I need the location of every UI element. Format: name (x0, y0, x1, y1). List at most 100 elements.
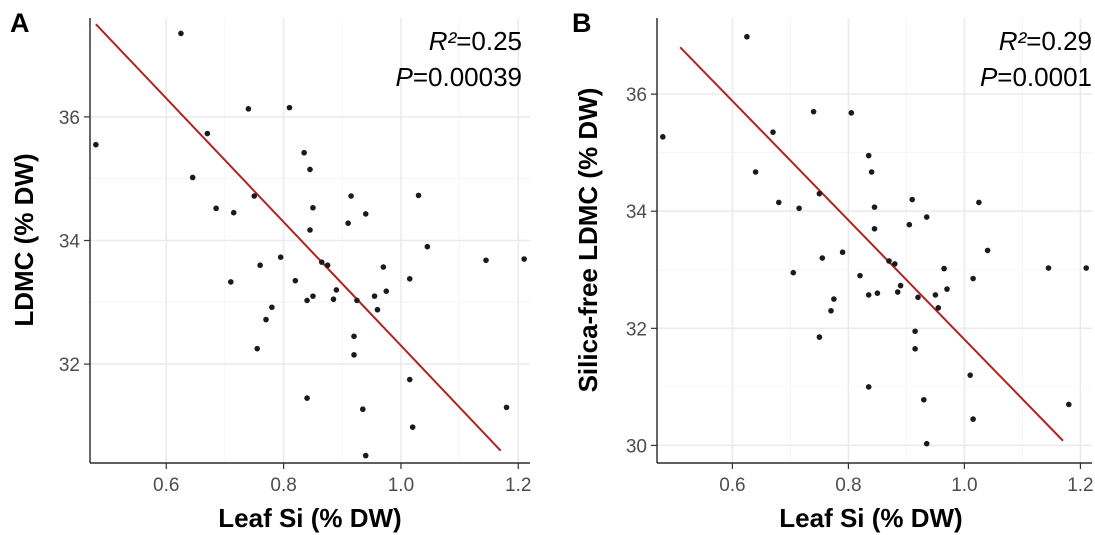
data-point (292, 277, 299, 284)
y-tick-label: 34 (626, 202, 648, 223)
x-tick-label: 1.2 (1067, 475, 1093, 496)
p-value-annotation-b: P=0.0001 (980, 62, 1092, 92)
data-point (865, 292, 872, 298)
data-point (1083, 265, 1089, 271)
data-point (816, 190, 823, 197)
x-tick-label: 0.8 (270, 475, 296, 496)
data-point (1066, 401, 1072, 408)
data-point (776, 199, 782, 206)
data-point (839, 249, 846, 256)
regression-line (95, 23, 502, 452)
data-point (351, 333, 357, 340)
data-point (333, 287, 340, 293)
data-point (1045, 265, 1052, 271)
data-point (406, 376, 413, 383)
data-point (935, 305, 942, 311)
data-point (354, 297, 360, 304)
r-squared-label-b: R² (999, 26, 1028, 56)
data-point (380, 264, 387, 270)
x-tick-label: 0.6 (153, 475, 179, 496)
data-point (744, 33, 750, 40)
x-axis-title-a: Leaf Si (% DW) (218, 503, 401, 533)
data-point (970, 416, 976, 422)
fit-layer-a (95, 23, 502, 452)
fit-layer-b (679, 46, 1064, 442)
data-point (318, 259, 325, 265)
data-point (912, 328, 918, 335)
x-axis-title-b: Leaf Si (% DW) (779, 503, 962, 533)
data-point (790, 269, 797, 276)
data-point (886, 258, 892, 264)
y-tick-label: 36 (626, 85, 647, 106)
data-point (912, 346, 918, 352)
data-point (345, 220, 351, 226)
data-point (874, 290, 881, 296)
data-point (383, 288, 390, 294)
data-point (921, 396, 927, 403)
data-point (810, 108, 817, 115)
data-point (251, 193, 258, 199)
x-ticks-a: 0.6 0.8 1.0 1.2 (153, 463, 531, 496)
data-point (254, 345, 260, 352)
data-point (204, 130, 211, 137)
y-tick-label: 36 (59, 108, 80, 129)
data-point (301, 149, 307, 156)
y-ticks-a: 32 34 36 (59, 108, 90, 376)
y-tick-label: 32 (626, 319, 647, 340)
data-point (976, 199, 982, 206)
x-tick-label: 0.8 (835, 475, 861, 496)
data-point (848, 110, 855, 116)
data-point (865, 152, 872, 159)
panel-a: A 0.6 0.8 1.0 1.2 32 34 36 Leaf Si (% DW) LDM… (9, 8, 531, 533)
data-point (868, 169, 875, 175)
data-point (770, 129, 776, 135)
data-point (409, 424, 416, 430)
data-point (857, 272, 863, 279)
y-tick-label: 30 (626, 436, 647, 457)
points-b (660, 33, 1089, 447)
data-point (415, 192, 422, 199)
data-point (269, 304, 275, 311)
data-point (894, 289, 901, 295)
data-point (362, 452, 369, 459)
data-point (503, 404, 510, 411)
data-point (228, 279, 234, 285)
data-point (213, 205, 219, 212)
y-axis-title-a: LDMC (% DW) (9, 153, 39, 326)
r-squared-label-a: R² (429, 26, 458, 56)
y-tick-label: 34 (59, 232, 81, 253)
data-point (892, 261, 898, 267)
data-point (941, 265, 947, 272)
data-point (93, 141, 99, 148)
r-squared-value-a: =0.25 (456, 26, 522, 56)
data-point (348, 193, 354, 199)
data-point (257, 262, 263, 269)
data-point (330, 296, 337, 303)
data-point (521, 256, 527, 262)
data-point (970, 275, 976, 282)
data-point (304, 297, 310, 304)
axes-b (656, 18, 1092, 464)
data-point (828, 307, 834, 314)
data-point (865, 384, 872, 390)
data-point (189, 174, 196, 181)
y-ticks-b: 30 32 34 36 (626, 85, 657, 457)
gridlines-b (657, 18, 1092, 463)
x-tick-label: 1.0 (951, 475, 977, 496)
data-point (932, 292, 939, 298)
data-point (909, 196, 915, 203)
panel-label-b: B (572, 8, 592, 38)
data-point (307, 166, 313, 173)
data-point (660, 134, 666, 140)
data-point (371, 293, 378, 299)
data-point (310, 293, 316, 299)
y-tick-label: 32 (59, 355, 80, 376)
data-point (307, 227, 313, 233)
data-point (374, 306, 381, 313)
data-point (831, 296, 837, 302)
data-point (923, 440, 930, 447)
p-label-b: P (980, 62, 998, 92)
data-point (324, 262, 331, 269)
data-point (310, 204, 316, 211)
data-point (752, 169, 759, 175)
